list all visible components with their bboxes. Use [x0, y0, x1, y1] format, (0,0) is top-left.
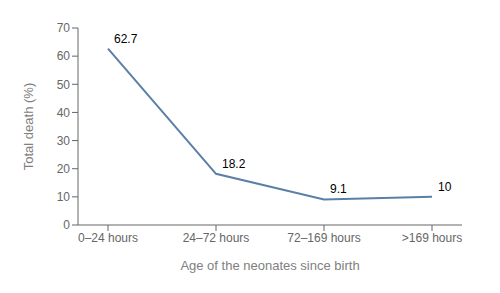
- svg-text:60: 60: [57, 49, 71, 63]
- svg-text:Age of the neonates since birt: Age of the neonates since birth: [180, 258, 359, 273]
- svg-text:50: 50: [57, 78, 71, 92]
- svg-text:20: 20: [57, 162, 71, 176]
- svg-text:24–72 hours: 24–72 hours: [183, 231, 250, 245]
- svg-text:62.7: 62.7: [114, 32, 138, 46]
- svg-text:Total death (%): Total death (%): [21, 83, 36, 170]
- svg-text:0: 0: [63, 218, 70, 232]
- svg-text:70: 70: [57, 21, 71, 35]
- svg-text:72–169 hours: 72–169 hours: [287, 231, 360, 245]
- svg-text:18.2: 18.2: [222, 157, 246, 171]
- svg-text:10: 10: [57, 190, 71, 204]
- svg-text:30: 30: [57, 134, 71, 148]
- svg-text:>169 hours: >169 hours: [402, 231, 462, 245]
- svg-text:9.1: 9.1: [330, 182, 347, 196]
- svg-text:40: 40: [57, 106, 71, 120]
- svg-text:10: 10: [438, 180, 452, 194]
- svg-text:0–24 hours: 0–24 hours: [78, 231, 138, 245]
